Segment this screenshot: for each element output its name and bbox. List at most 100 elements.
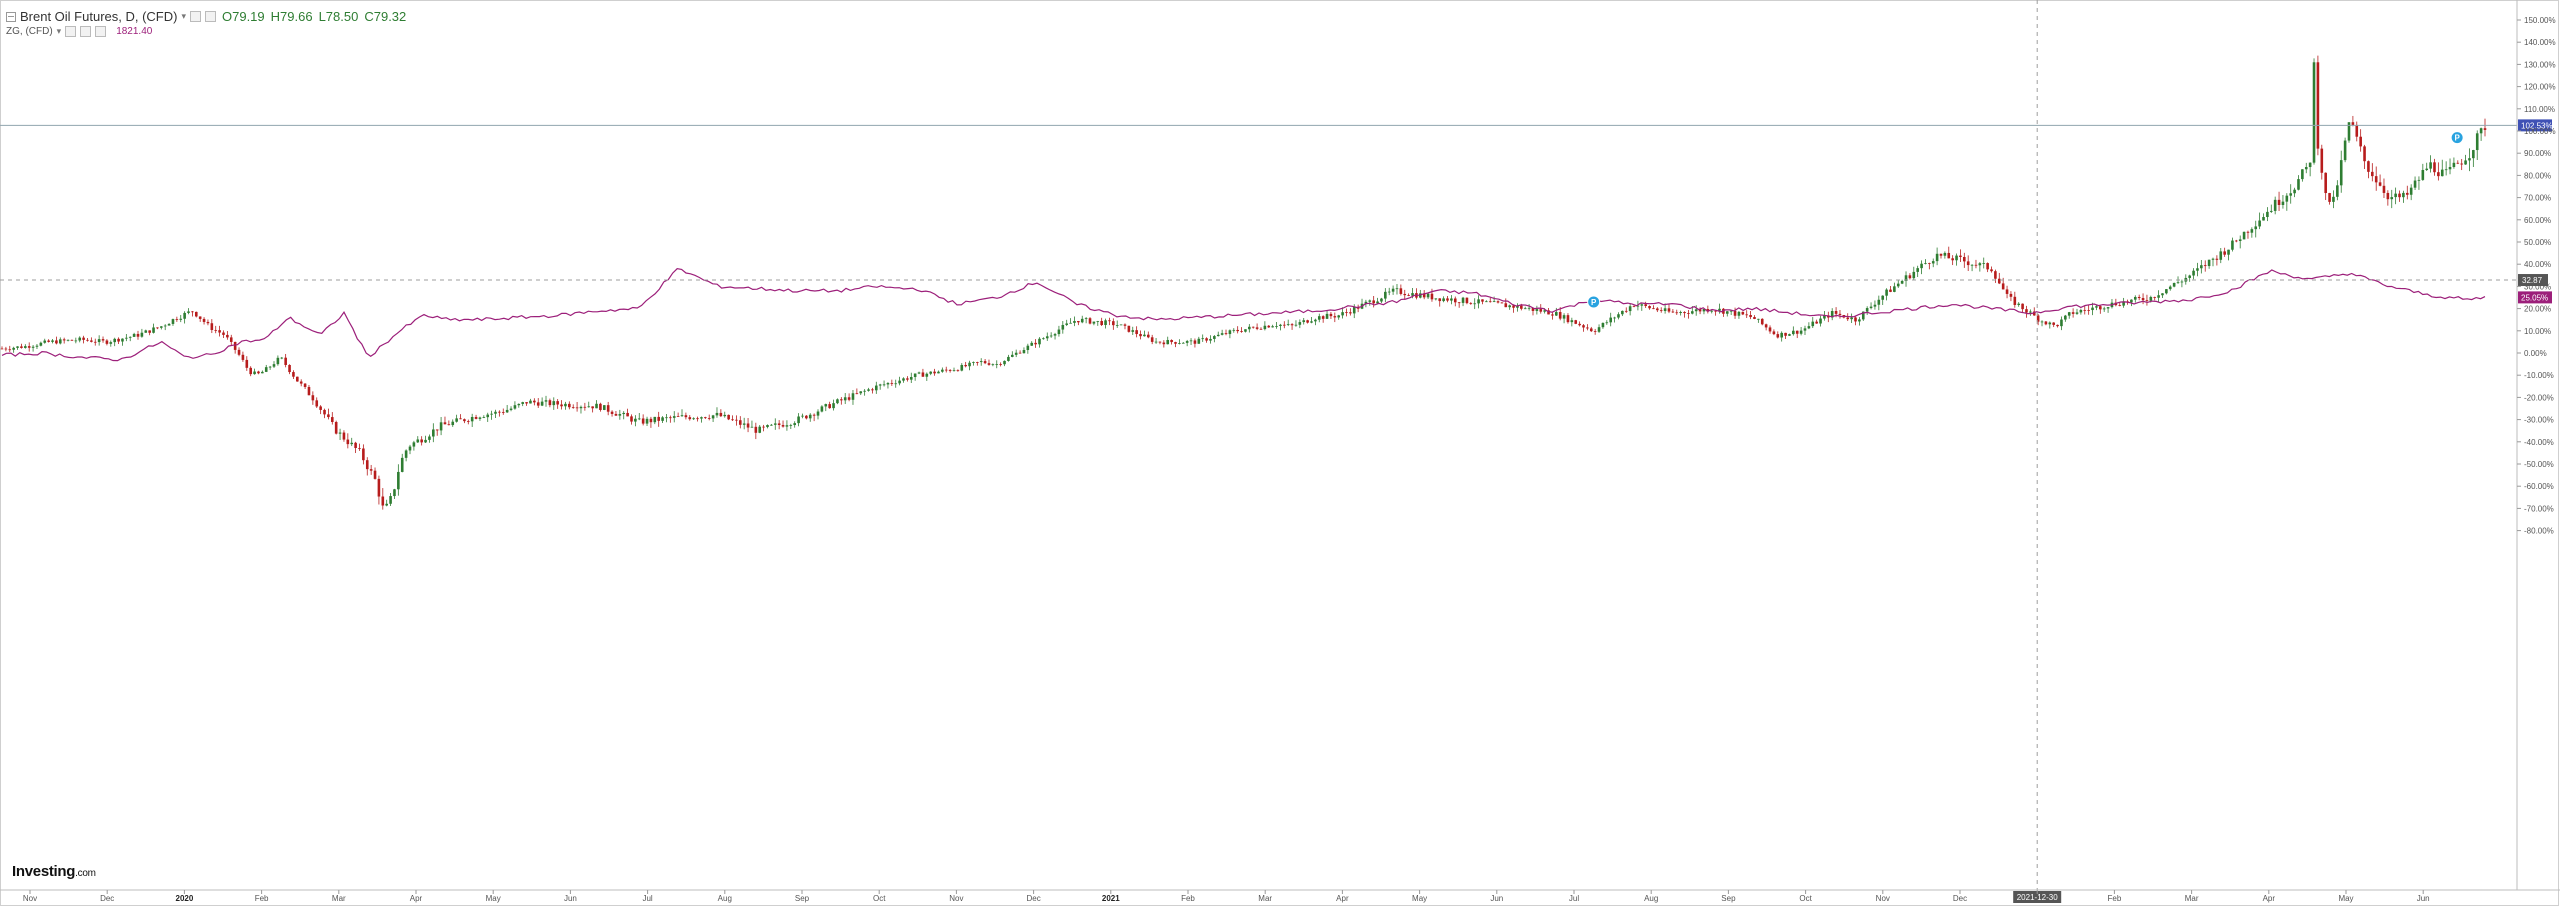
candle-body bbox=[1535, 309, 1539, 311]
candle-body bbox=[105, 340, 109, 344]
candle-body bbox=[843, 397, 847, 401]
y-tick-label: 130.00% bbox=[2524, 60, 2556, 69]
candle-body bbox=[2227, 249, 2230, 255]
x-tick-label: Sep bbox=[795, 894, 810, 903]
candle-body bbox=[921, 372, 925, 377]
candle-body bbox=[2153, 296, 2157, 298]
candle-body bbox=[2203, 265, 2207, 267]
candle-body bbox=[525, 402, 528, 404]
candle-body bbox=[653, 416, 657, 423]
candle-body bbox=[816, 411, 820, 416]
candle-body bbox=[1512, 305, 1515, 308]
candle-body bbox=[1784, 332, 1787, 336]
candle-body bbox=[501, 412, 505, 413]
candle-body bbox=[618, 414, 622, 416]
visibility-toggle-icon[interactable] bbox=[65, 26, 77, 37]
candle-body bbox=[447, 424, 451, 426]
candle-body bbox=[1725, 311, 1729, 314]
candle-body bbox=[968, 362, 971, 367]
candle-body bbox=[960, 364, 964, 371]
remove-compare-icon[interactable] bbox=[95, 26, 107, 37]
candle-body bbox=[1624, 310, 1628, 312]
candle-body bbox=[1675, 312, 1679, 314]
candle-body bbox=[1422, 293, 1426, 298]
candle-body bbox=[27, 346, 31, 348]
chevron-down-icon[interactable]: ▾ bbox=[181, 11, 186, 21]
candle-body bbox=[198, 316, 202, 319]
candle-body bbox=[925, 373, 929, 377]
candle-body bbox=[191, 311, 194, 313]
candle-body bbox=[109, 342, 113, 344]
compare-symbol-label[interactable]: ZG, (CFD) bbox=[6, 26, 53, 37]
candle-body bbox=[2456, 162, 2460, 164]
candle-body bbox=[1846, 317, 1850, 320]
candle-body bbox=[1450, 298, 1453, 301]
candle-body bbox=[2339, 160, 2343, 186]
candle-body bbox=[1663, 308, 1667, 311]
candle-body bbox=[840, 399, 843, 401]
candle-body bbox=[591, 406, 594, 409]
event-marker-icon bbox=[1587, 295, 1601, 309]
candle-body bbox=[1092, 321, 1096, 324]
candle-body bbox=[179, 318, 183, 320]
y-tick-label: -20.00% bbox=[2524, 393, 2554, 402]
candle-body bbox=[1943, 252, 1947, 256]
candle-body bbox=[941, 369, 944, 372]
candle-body bbox=[1687, 313, 1690, 314]
candle-body bbox=[1430, 293, 1434, 300]
candle-body bbox=[1193, 340, 1197, 344]
candle-body bbox=[2269, 210, 2273, 212]
candle-body bbox=[707, 418, 711, 419]
candle-body bbox=[661, 417, 664, 421]
candle-body bbox=[2052, 322, 2055, 325]
candle-body bbox=[1811, 321, 1815, 327]
candle-body bbox=[1395, 288, 1399, 290]
candle-body bbox=[4, 348, 8, 350]
candle-body bbox=[1162, 342, 1166, 345]
candle-body bbox=[1834, 311, 1838, 314]
candle-body bbox=[1492, 301, 1496, 303]
candle-body bbox=[1391, 288, 1395, 292]
y-tick-label: 30.00% bbox=[2524, 282, 2551, 291]
candle-body bbox=[280, 357, 284, 359]
candle-body bbox=[490, 413, 493, 415]
visibility-toggle-icon[interactable] bbox=[190, 11, 201, 22]
candle-body bbox=[2021, 303, 2024, 310]
candle-body bbox=[86, 339, 89, 341]
candle-body bbox=[1889, 289, 1892, 292]
candle-body bbox=[704, 417, 707, 419]
candle-body bbox=[2200, 265, 2203, 269]
candle-body bbox=[2378, 182, 2382, 186]
candle-body bbox=[1201, 338, 1204, 340]
candle-body bbox=[2468, 158, 2471, 161]
candle-body bbox=[1419, 293, 1422, 298]
candle-body bbox=[1679, 312, 1682, 314]
candle-body bbox=[1566, 315, 1570, 323]
candle-body bbox=[2398, 193, 2401, 198]
candle-body bbox=[1426, 293, 1430, 298]
candle-body bbox=[1539, 309, 1543, 312]
candle-body bbox=[964, 364, 967, 367]
candle-body bbox=[1586, 327, 1589, 329]
candle-body bbox=[1073, 320, 1076, 323]
candle-body bbox=[330, 417, 334, 422]
collapse-icon[interactable] bbox=[6, 11, 16, 22]
chevron-down-icon[interactable]: ▾ bbox=[56, 26, 62, 36]
candle-body bbox=[261, 371, 264, 374]
candle-body bbox=[31, 346, 35, 348]
candle-body bbox=[264, 367, 268, 372]
candle-body bbox=[1438, 298, 1442, 302]
candle-body bbox=[1900, 280, 1904, 284]
candle-body bbox=[1986, 263, 1989, 270]
settings-toggle-icon[interactable] bbox=[80, 26, 92, 37]
settings-toggle-icon[interactable] bbox=[205, 11, 216, 22]
candle-body bbox=[1939, 253, 1943, 256]
symbol-label[interactable]: Brent Oil Futures, D, (CFD) bbox=[20, 9, 178, 24]
candle-body bbox=[2099, 306, 2102, 310]
candle-body bbox=[229, 337, 233, 342]
candle-body bbox=[909, 377, 913, 380]
candle-body bbox=[498, 411, 501, 413]
x-tick-label: 2020 bbox=[176, 894, 194, 903]
candle-body bbox=[327, 414, 330, 418]
